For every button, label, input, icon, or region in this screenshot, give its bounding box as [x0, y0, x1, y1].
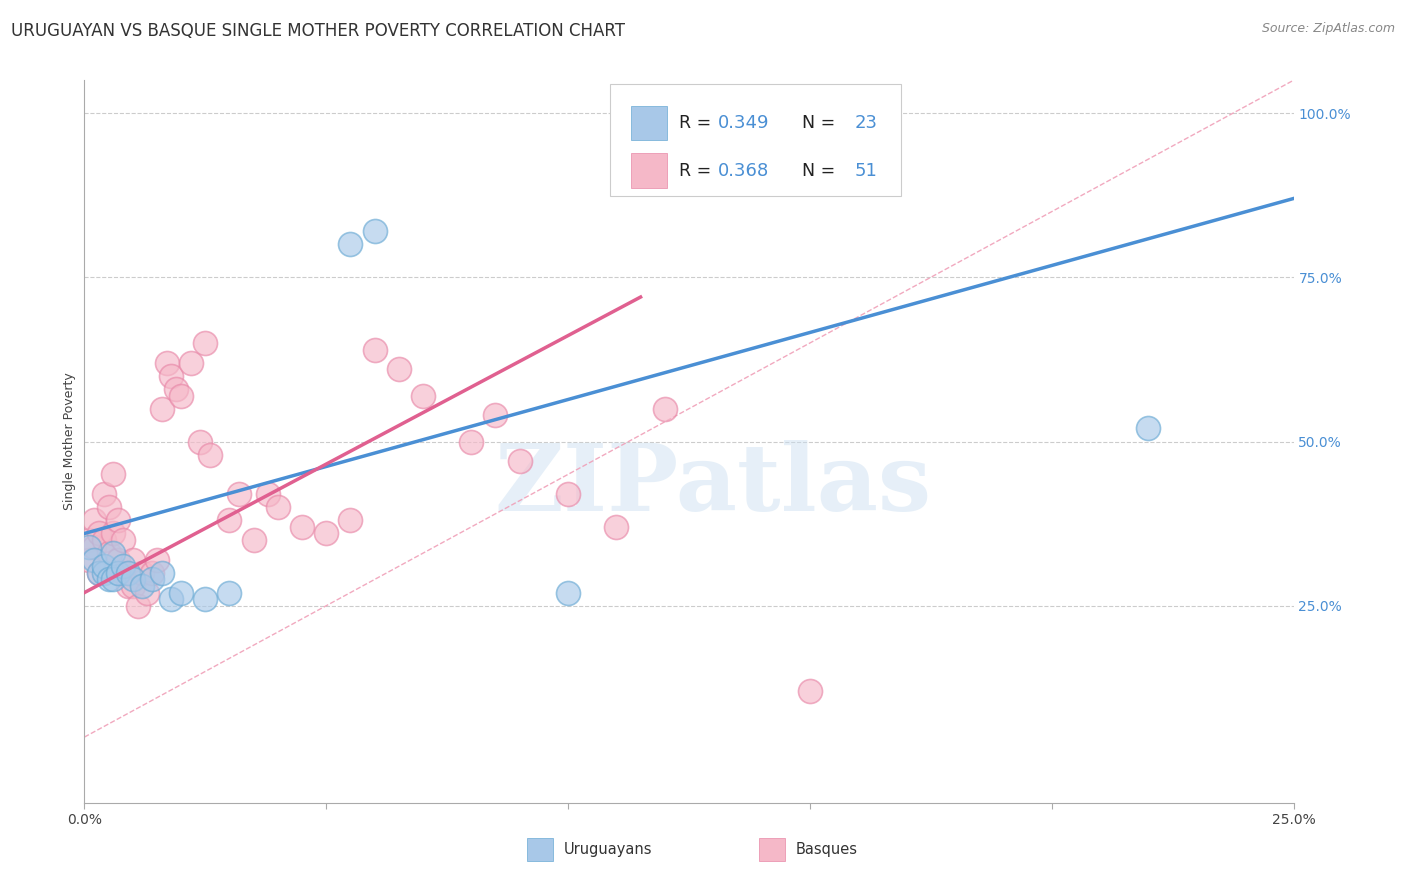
Text: 0.368: 0.368 — [718, 161, 769, 179]
Point — [121, 573, 143, 587]
Point — [315, 526, 337, 541]
Bar — [631, 153, 668, 188]
Text: Source: ZipAtlas.com: Source: ZipAtlas.com — [1261, 22, 1395, 36]
Point — [97, 500, 120, 515]
Text: 51: 51 — [855, 161, 877, 179]
Point — [87, 566, 110, 580]
Point — [83, 540, 105, 554]
Point — [77, 533, 100, 547]
Point — [146, 553, 169, 567]
Text: Basques: Basques — [796, 842, 858, 857]
Point — [605, 520, 627, 534]
Point — [93, 559, 115, 574]
Text: Uruguayans: Uruguayans — [564, 842, 652, 857]
Point — [103, 573, 125, 587]
Point — [557, 487, 579, 501]
FancyBboxPatch shape — [610, 84, 901, 196]
Point — [557, 585, 579, 599]
Point — [228, 487, 250, 501]
Point — [103, 467, 125, 482]
Point — [198, 448, 221, 462]
Point — [93, 487, 115, 501]
Point — [155, 356, 177, 370]
Point — [363, 343, 385, 357]
Point — [103, 546, 125, 560]
Point — [77, 553, 100, 567]
Point — [77, 540, 100, 554]
Text: 0.349: 0.349 — [718, 114, 769, 132]
Point — [121, 579, 143, 593]
Point — [194, 592, 217, 607]
Point — [93, 566, 115, 580]
Point — [117, 566, 139, 580]
Point — [103, 526, 125, 541]
Point — [509, 454, 531, 468]
Point — [257, 487, 280, 501]
Text: 23: 23 — [855, 114, 877, 132]
Text: URUGUAYAN VS BASQUE SINGLE MOTHER POVERTY CORRELATION CHART: URUGUAYAN VS BASQUE SINGLE MOTHER POVERT… — [11, 22, 626, 40]
Point — [218, 585, 240, 599]
Point — [242, 533, 264, 547]
Point — [107, 553, 129, 567]
Point — [97, 573, 120, 587]
Text: ZIPatlas: ZIPatlas — [495, 440, 932, 530]
Point — [87, 526, 110, 541]
Point — [141, 573, 163, 587]
Point — [339, 513, 361, 527]
Point — [654, 401, 676, 416]
Point — [180, 356, 202, 370]
Point — [460, 434, 482, 449]
Text: R =: R = — [679, 114, 717, 132]
Point — [112, 566, 135, 580]
Point — [150, 401, 173, 416]
Point — [87, 566, 110, 580]
Point — [267, 500, 290, 515]
Point — [339, 237, 361, 252]
Point — [107, 513, 129, 527]
Text: N =: N = — [790, 114, 841, 132]
Point — [412, 388, 434, 402]
Point — [107, 566, 129, 580]
Point — [1137, 421, 1160, 435]
Point — [83, 553, 105, 567]
Point — [131, 566, 153, 580]
Point — [131, 579, 153, 593]
Point — [112, 533, 135, 547]
Point — [97, 546, 120, 560]
Point — [127, 599, 149, 613]
Point — [150, 566, 173, 580]
Point — [388, 362, 411, 376]
Point — [83, 513, 105, 527]
Point — [363, 224, 385, 238]
Point — [170, 585, 193, 599]
Point — [799, 684, 821, 698]
Text: N =: N = — [790, 161, 841, 179]
Point — [484, 409, 506, 423]
Point — [160, 592, 183, 607]
Point — [291, 520, 314, 534]
Point — [121, 553, 143, 567]
Point — [93, 533, 115, 547]
Point — [141, 566, 163, 580]
Point — [165, 382, 187, 396]
Point — [112, 559, 135, 574]
Point — [160, 368, 183, 383]
Point — [136, 585, 159, 599]
Point — [170, 388, 193, 402]
Point — [218, 513, 240, 527]
Point — [190, 434, 212, 449]
Point — [117, 579, 139, 593]
Point — [194, 336, 217, 351]
Bar — [631, 105, 668, 140]
Y-axis label: Single Mother Poverty: Single Mother Poverty — [63, 373, 76, 510]
Text: R =: R = — [679, 161, 717, 179]
